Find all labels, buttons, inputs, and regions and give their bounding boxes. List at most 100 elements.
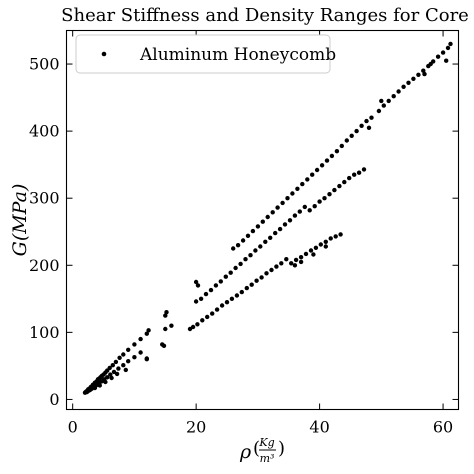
data-point: [231, 246, 236, 251]
data-point: [339, 143, 344, 149]
data-point: [263, 239, 268, 244]
data-point: [117, 355, 122, 360]
data-point: [295, 186, 300, 191]
data-point: [205, 314, 210, 320]
data-point: [219, 303, 225, 308]
data-point: [401, 84, 406, 90]
y-tick-label: 400: [29, 122, 60, 141]
data-point: [275, 205, 280, 210]
data-point: [323, 244, 328, 249]
data-point: [114, 371, 120, 377]
x-tick-label: 20: [186, 418, 206, 437]
data-point: [250, 228, 256, 234]
data-point: [379, 98, 384, 104]
data-point: [290, 191, 295, 196]
data-point: [107, 365, 112, 371]
data-point: [244, 285, 249, 291]
data-point: [285, 196, 290, 201]
x-axis-label: ρ ( Kg m³ ): [239, 436, 285, 465]
data-point: [121, 352, 126, 357]
x-axis-label-numerator: Kg: [258, 436, 274, 449]
data-point: [333, 234, 338, 239]
data-point: [228, 270, 233, 275]
data-point: [260, 219, 265, 224]
data-point: [289, 261, 294, 266]
data-point: [337, 183, 342, 189]
data-point: [444, 58, 449, 63]
data-point: [126, 347, 131, 352]
data-point: [329, 153, 335, 159]
data-point: [428, 61, 433, 67]
data-point: [229, 296, 235, 301]
data-point: [310, 172, 315, 177]
data-point: [138, 336, 143, 342]
data-point: [248, 253, 253, 258]
data-point: [280, 200, 285, 206]
data-point: [210, 311, 215, 316]
data-point: [108, 372, 113, 377]
data-point: [347, 175, 352, 181]
data-point: [376, 108, 382, 114]
y-tick-label: 200: [29, 256, 60, 275]
data-point: [313, 245, 319, 250]
data-point: [323, 239, 328, 244]
x-tick-label: 40: [309, 418, 329, 437]
data-point: [163, 326, 168, 332]
data-point: [273, 230, 278, 236]
data-point: [109, 375, 114, 381]
data-point: [386, 98, 391, 104]
data-point: [97, 383, 103, 388]
data-point: [338, 232, 343, 237]
data-point: [214, 307, 220, 312]
data-point: [445, 45, 451, 51]
data-point: [200, 318, 205, 323]
data-point: [235, 243, 241, 248]
data-point: [144, 331, 149, 336]
data-point: [233, 265, 238, 271]
data-point: [298, 259, 304, 265]
data-point: [279, 261, 284, 266]
data-point: [308, 248, 314, 253]
data-point: [218, 279, 223, 284]
data-point: [332, 187, 337, 193]
data-point: [103, 379, 108, 385]
scatter-points: [82, 41, 453, 395]
data-point: [307, 208, 312, 213]
data-point: [203, 291, 209, 297]
data-point: [161, 343, 167, 348]
data-point: [269, 267, 274, 273]
legend-label: Aluminum Honeycomb: [139, 45, 336, 65]
data-point: [421, 68, 426, 73]
data-point: [110, 363, 116, 368]
data-point: [255, 224, 261, 229]
data-point: [265, 214, 270, 220]
data-point: [356, 170, 362, 175]
legend-marker: [101, 51, 107, 57]
data-point: [254, 278, 259, 283]
data-point: [435, 54, 441, 59]
legend-box: [75, 34, 331, 74]
data-point: [344, 138, 349, 143]
data-point: [234, 293, 240, 298]
data-point: [144, 357, 149, 362]
data-point: [238, 261, 243, 267]
data-point: [302, 204, 307, 210]
data-point: [300, 181, 305, 187]
data-point: [270, 210, 275, 215]
data-point: [298, 255, 304, 260]
y-tick-label: 300: [29, 189, 60, 208]
data-point: [264, 271, 269, 276]
data-point: [126, 359, 131, 364]
data-point: [132, 342, 137, 347]
y-axis: 0 100 200 300 400 500: [29, 55, 459, 409]
data-point: [369, 115, 374, 120]
data-point: [274, 264, 279, 269]
data-point: [292, 213, 298, 218]
data-point: [240, 238, 246, 243]
data-point: [138, 350, 143, 355]
data-point: [364, 118, 369, 124]
x-axis-label-denominator: m³: [260, 452, 275, 465]
data-point: [361, 167, 367, 172]
data-point: [92, 385, 98, 391]
